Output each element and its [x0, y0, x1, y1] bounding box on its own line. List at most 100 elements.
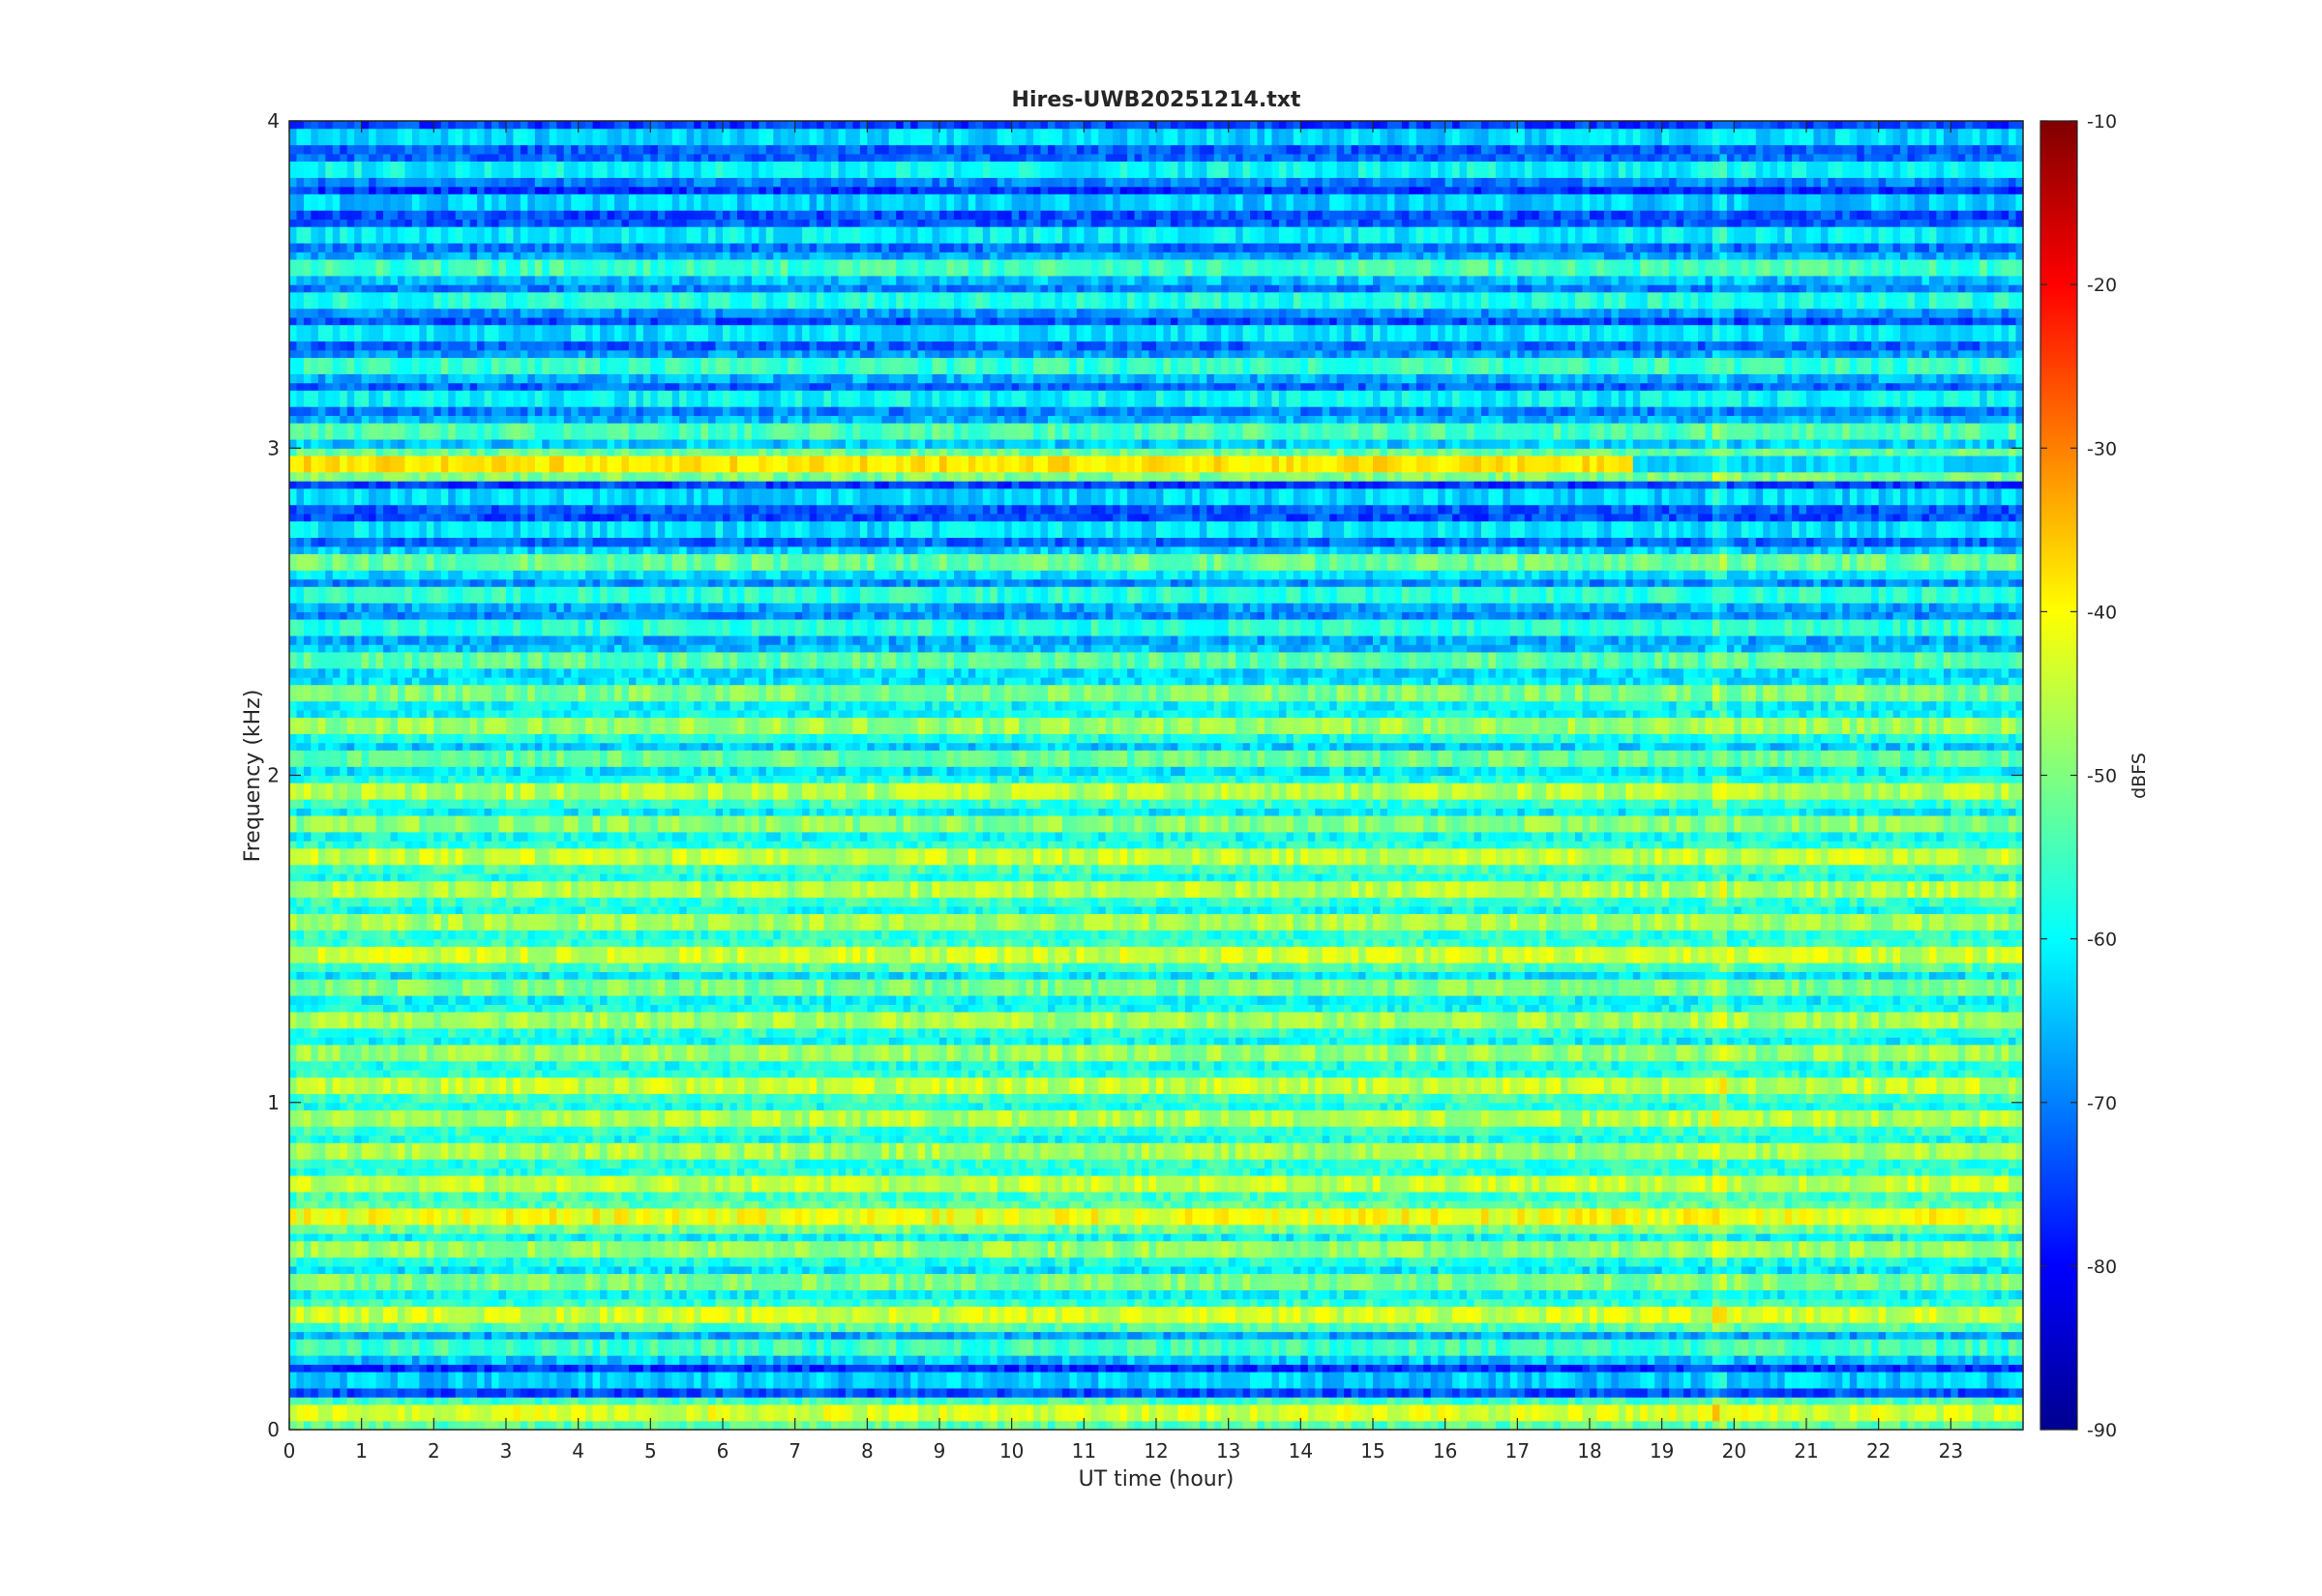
heatmap-cell — [1452, 1257, 1460, 1267]
heatmap-cell — [614, 1404, 622, 1422]
heatmap-cell — [636, 1273, 643, 1290]
heatmap-cell — [1243, 1306, 1251, 1323]
heatmap-cell — [521, 1372, 528, 1389]
heatmap-cell — [1358, 1233, 1366, 1241]
heatmap-cell — [441, 1266, 449, 1274]
heatmap-cell — [621, 1388, 629, 1398]
heatmap-cell — [737, 1421, 745, 1431]
heatmap-cell — [1135, 1397, 1143, 1404]
heatmap-cell — [708, 1397, 716, 1404]
heatmap-cell — [556, 1273, 564, 1290]
heatmap-cell — [1944, 1421, 1951, 1431]
heatmap-cell — [354, 1388, 362, 1398]
heatmap-cell — [391, 1421, 399, 1431]
heatmap-cell — [1958, 1397, 1966, 1404]
heatmap-cell — [1734, 1299, 1742, 1307]
heatmap-cell — [1821, 1332, 1829, 1340]
heatmap-cell — [433, 1372, 441, 1389]
heatmap-cell — [954, 1233, 962, 1241]
heatmap-cell — [1742, 1266, 1749, 1274]
heatmap-cell — [1250, 1225, 1258, 1234]
heatmap-cell — [1857, 1388, 1864, 1398]
heatmap-cell — [975, 1372, 983, 1389]
heatmap-cell — [1467, 1225, 1474, 1234]
heatmap-cell — [1171, 1332, 1178, 1340]
heatmap-cell — [708, 1421, 716, 1431]
heatmap-cell — [456, 1273, 463, 1290]
heatmap-cell — [954, 1306, 962, 1323]
heatmap-cell — [1163, 1266, 1171, 1274]
heatmap-cell — [1221, 1397, 1229, 1404]
heatmap-cell — [1185, 1364, 1193, 1372]
heatmap-cell — [1950, 1266, 1958, 1274]
heatmap-cell — [795, 1397, 803, 1404]
heatmap-cell — [904, 1266, 911, 1274]
heatmap-cell — [477, 1257, 485, 1267]
heatmap-cell — [1352, 1322, 1359, 1332]
heatmap-cell — [1886, 1266, 1893, 1274]
heatmap-cell — [1821, 1299, 1829, 1307]
heatmap-cell — [477, 1339, 485, 1356]
heatmap-cell — [1879, 1372, 1887, 1389]
heatmap-cell — [1683, 1266, 1691, 1274]
heatmap-cell — [1719, 1388, 1727, 1398]
heatmap-cell — [1503, 1306, 1510, 1323]
heatmap-cell — [1771, 1421, 1778, 1431]
heatmap-cell — [1864, 1306, 1872, 1323]
heatmap-cell — [1958, 1355, 1966, 1365]
heatmap-cell — [729, 1233, 737, 1241]
heatmap-cell — [1756, 1421, 1764, 1431]
heatmap-cell — [1221, 1233, 1229, 1241]
heatmap-cell — [1792, 1364, 1800, 1372]
heatmap-cell — [470, 1421, 478, 1431]
heatmap-cell — [1517, 1332, 1525, 1340]
heatmap-cell — [1806, 1364, 1814, 1372]
heatmap-cell — [550, 1266, 557, 1274]
heatmap-cell — [1893, 1208, 1901, 1226]
heatmap-cell — [1611, 1421, 1619, 1431]
heatmap-cell — [550, 1241, 557, 1258]
heatmap-cell — [1857, 1404, 1864, 1422]
heatmap-cell — [1669, 1241, 1677, 1258]
heatmap-cell — [1019, 1306, 1027, 1323]
heatmap-cell — [462, 1306, 470, 1323]
heatmap-cell — [1229, 1257, 1236, 1267]
heatmap-cell — [658, 1225, 666, 1234]
heatmap-cell — [1084, 1208, 1091, 1226]
heatmap-cell — [1113, 1388, 1120, 1398]
heatmap-cell — [1590, 1266, 1597, 1274]
heatmap-cell — [462, 1364, 470, 1372]
heatmap-cell — [1337, 1257, 1345, 1267]
heatmap-cell — [852, 1364, 860, 1372]
heatmap-cell — [1221, 1225, 1229, 1234]
heatmap-cell — [542, 1306, 550, 1323]
heatmap-cell — [1503, 1299, 1510, 1307]
heatmap-cell — [391, 1339, 399, 1356]
heatmap-cell — [318, 1322, 326, 1332]
heatmap-cell — [1265, 1355, 1272, 1365]
heatmap-cell — [513, 1200, 521, 1208]
heatmap-cell — [983, 1404, 991, 1422]
heatmap-cell — [1944, 1322, 1951, 1332]
heatmap-cell — [1380, 1332, 1387, 1340]
heatmap-cell — [289, 1421, 297, 1431]
heatmap-cell — [621, 1421, 629, 1431]
heatmap-cell — [889, 1404, 897, 1422]
heatmap-cell — [1243, 1388, 1251, 1398]
heatmap-cell — [556, 1200, 564, 1208]
heatmap-cell — [1727, 1233, 1735, 1241]
heatmap-cell — [419, 1289, 427, 1299]
heatmap-cell — [1019, 1355, 1027, 1365]
heatmap-cell — [347, 1225, 355, 1234]
heatmap-cell — [810, 1306, 818, 1323]
heatmap-cell — [954, 1299, 962, 1307]
heatmap-cell — [1265, 1404, 1272, 1422]
heatmap-cell — [860, 1397, 868, 1404]
heatmap-cell — [1120, 1225, 1128, 1234]
heatmap-cell — [1842, 1200, 1850, 1208]
heatmap-cell — [744, 1421, 752, 1431]
heatmap-cell — [665, 1332, 672, 1340]
heatmap-cell — [1835, 1397, 1843, 1404]
heatmap-cell — [1994, 1397, 2002, 1404]
heatmap-cell — [1800, 1364, 1807, 1372]
